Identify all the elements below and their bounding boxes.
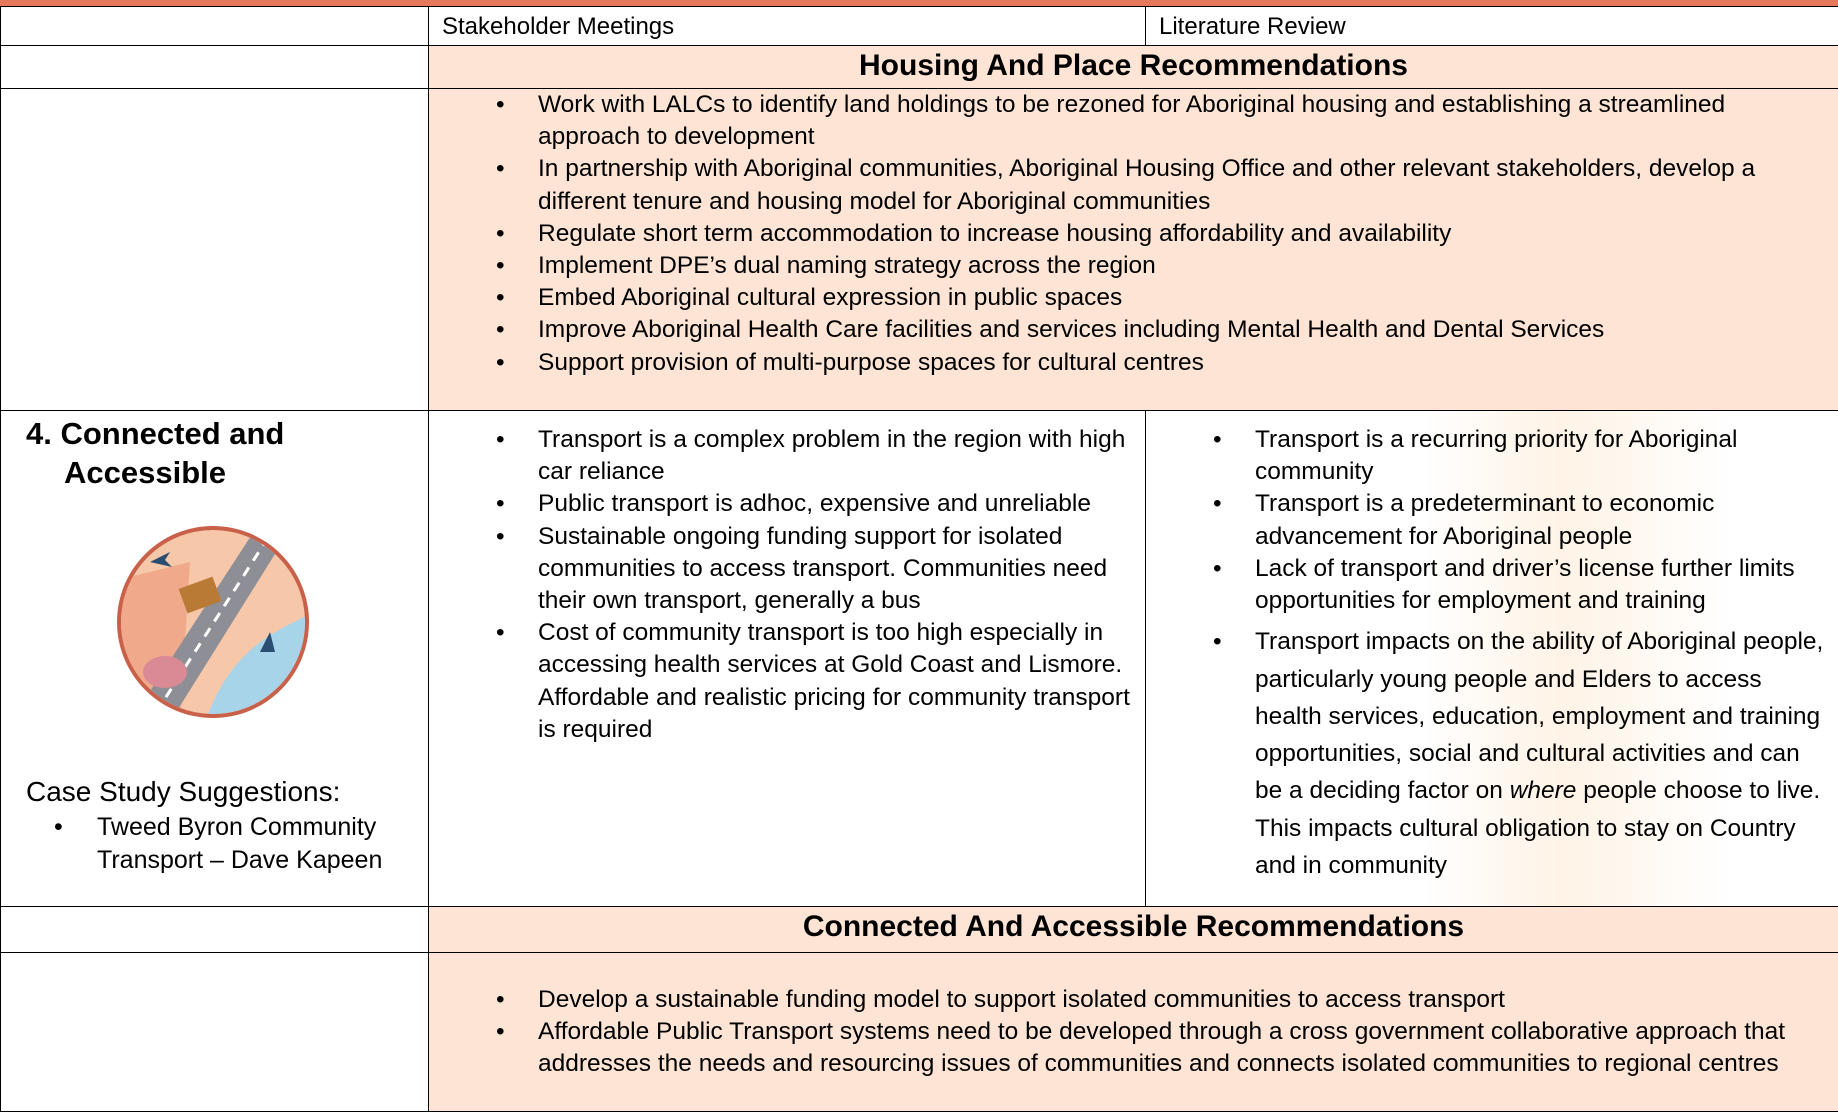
- stakeholder-point: Sustainable ongoing funding support for …: [429, 521, 1130, 618]
- recommendation: Affordable Public Transport systems need…: [429, 1016, 1818, 1080]
- cell: [0, 952, 429, 1112]
- recommendation: Implement DPE’s dual naming strategy acr…: [429, 250, 1818, 282]
- recommendation: Regulate short term accommodation to inc…: [429, 218, 1818, 250]
- section-heading: Connected And Accessible Recommendations: [428, 906, 1838, 953]
- case-study-list: Tweed Byron Community Transport – Dave K…: [0, 811, 420, 876]
- literature-point: Lack of transport and driver’s license f…: [1146, 553, 1830, 617]
- cell: [0, 88, 429, 411]
- literature-list: Transport is a recurring priority for Ab…: [1146, 424, 1830, 884]
- recommendation: Develop a sustainable funding model to s…: [429, 984, 1818, 1016]
- emphasis: where: [1509, 777, 1577, 805]
- case-study-label: Case Study Suggestions:: [26, 776, 341, 807]
- case-study: Tweed Byron Community Transport – Dave K…: [0, 811, 420, 876]
- stakeholder-point: Cost of community transport is too high …: [429, 617, 1130, 746]
- text: Transport impacts on the ability of Abor…: [1255, 628, 1824, 805]
- literature-point: Transport impacts on the ability of Abor…: [1146, 623, 1830, 884]
- literature-point: Transport is a predeterminant to economi…: [1146, 488, 1830, 552]
- literature-cell: Transport is a recurring priority for Ab…: [1145, 410, 1838, 907]
- recommendation: In partnership with Aboriginal communiti…: [429, 153, 1818, 217]
- cell: [0, 6, 429, 46]
- row-title: 4. Connected and Accessible: [26, 416, 285, 490]
- text: people choose to live. This impacts cult…: [1255, 777, 1821, 879]
- recommendation: Work with LALCs to identify land holding…: [429, 89, 1818, 153]
- stakeholder-list: Transport is a complex problem in the re…: [429, 424, 1130, 746]
- recommendation: Support provision of multi-purpose space…: [429, 347, 1818, 379]
- cell: [0, 906, 429, 953]
- recommendation: Improve Aboriginal Health Care facilitie…: [429, 314, 1818, 346]
- stakeholder-point: Public transport is adhoc, expensive and…: [429, 488, 1130, 520]
- recommendation-list: Work with LALCs to identify land holding…: [429, 89, 1818, 379]
- literature-point: Transport is a recurring priority for Ab…: [1146, 424, 1830, 488]
- recommendations-cell: Develop a sustainable funding model to s…: [428, 952, 1838, 1112]
- top-band: [0, 0, 1838, 7]
- stakeholder-cell: Transport is a complex problem in the re…: [428, 410, 1146, 907]
- recommendation-list: Develop a sustainable funding model to s…: [429, 984, 1818, 1081]
- theme-icon: [117, 526, 309, 718]
- column-header: Literature Review: [1145, 6, 1838, 46]
- recommendation: Embed Aboriginal cultural expression in …: [429, 282, 1818, 314]
- section-heading: Housing And Place Recommendations: [428, 45, 1838, 89]
- column-header: Stakeholder Meetings: [428, 6, 1146, 46]
- stakeholder-point: Transport is a complex problem in the re…: [429, 424, 1130, 488]
- cell: [0, 45, 429, 89]
- recommendations-cell: Work with LALCs to identify land holding…: [428, 88, 1838, 411]
